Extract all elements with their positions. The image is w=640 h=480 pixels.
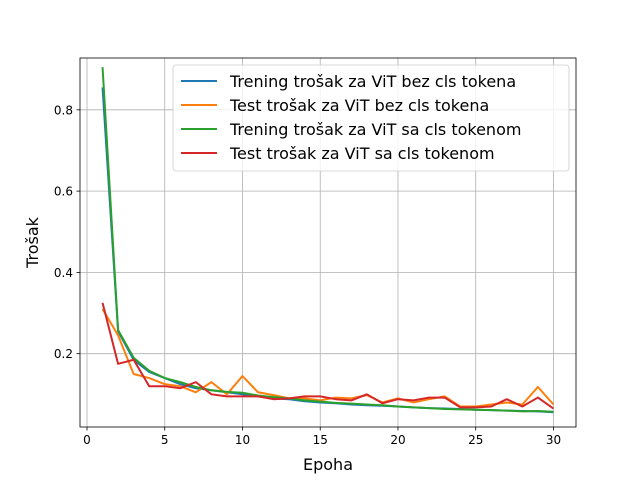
- x-tick-label: 5: [161, 433, 169, 447]
- legend-box: [172, 64, 570, 172]
- legend-label: Test trošak za ViT bez cls tokena: [229, 96, 489, 115]
- x-tick-label: 15: [313, 433, 328, 447]
- y-tick-label: 0.4: [54, 266, 73, 280]
- x-tick-label: 25: [468, 433, 483, 447]
- y-axis-ticks: 0.2 0.4 0.6 0.8: [54, 103, 80, 361]
- series-line-3: [101, 67, 554, 413]
- x-tick-label: 20: [390, 433, 405, 447]
- x-tick-label: 30: [546, 433, 561, 447]
- y-tick-label: 0.8: [54, 103, 73, 117]
- legend-label: Trening trošak za ViT sa cls tokenom: [229, 120, 521, 139]
- y-tick-label: 0.6: [54, 185, 73, 199]
- legend-label: Test trošak za ViT sa cls tokenom: [229, 144, 495, 163]
- series-line-4: [101, 302, 555, 410]
- y-tick-label: 0.2: [54, 347, 73, 361]
- x-axis-ticks: 0 5 10 15 20 25 30: [83, 427, 561, 447]
- legend-label: Trening trošak za ViT bez cls tokena: [229, 72, 516, 91]
- x-tick-label: 0: [83, 433, 91, 447]
- x-tick-label: 10: [235, 433, 250, 447]
- series-line-2: [101, 308, 555, 408]
- x-axis-label: Epoha: [303, 455, 353, 474]
- plot-frame: [79, 57, 577, 428]
- series-lines: [101, 67, 555, 414]
- legend: Trening trošak za ViT bez cls tokena Test…: [172, 64, 570, 172]
- y-axis-label: Trošak: [23, 216, 42, 269]
